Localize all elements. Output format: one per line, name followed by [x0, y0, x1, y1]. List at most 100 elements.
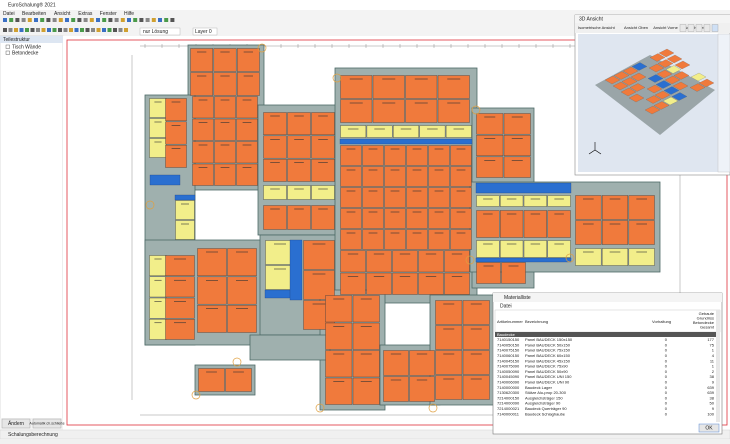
- panel: [165, 319, 195, 340]
- model-panel: [612, 81, 629, 91]
- menu-item[interactable]: Ansicht: [54, 11, 71, 17]
- tool-icon[interactable]: [21, 18, 26, 22]
- menu-item[interactable]: Bearbeiten: [22, 11, 46, 17]
- tree-checkbox[interactable]: [5, 44, 10, 49]
- tree-item[interactable]: Tisch Wände: [12, 44, 41, 50]
- tool-icon[interactable]: [102, 18, 107, 22]
- tool-icon[interactable]: [36, 28, 40, 32]
- panel: [501, 262, 526, 284]
- tool-icon[interactable]: [108, 18, 113, 22]
- tool-icon[interactable]: [8, 28, 13, 32]
- menu-item[interactable]: Datei: [3, 11, 15, 17]
- tree-checkbox[interactable]: [5, 50, 10, 55]
- tool-icon[interactable]: [139, 18, 144, 22]
- panel: [437, 99, 470, 123]
- table-cell: 1: [712, 348, 715, 353]
- tool-icon[interactable]: [52, 28, 57, 32]
- column-header: Grundriss: [697, 316, 714, 321]
- tool-icon[interactable]: [83, 18, 88, 22]
- tool-icon[interactable]: [107, 28, 112, 32]
- tool-icon[interactable]: [65, 18, 69, 22]
- tool-icon[interactable]: [25, 28, 29, 32]
- tool-icon[interactable]: [9, 18, 14, 22]
- tool-icon[interactable]: [80, 28, 84, 32]
- tree-item[interactable]: Betondecke: [12, 50, 39, 56]
- panel: [450, 229, 472, 250]
- tool-icon[interactable]: [30, 28, 35, 32]
- tool-icon[interactable]: [3, 28, 7, 32]
- tool-icon[interactable]: [77, 18, 82, 22]
- tool-icon[interactable]: [46, 18, 51, 22]
- table-cell: 0: [665, 358, 668, 363]
- view3d-icon[interactable]: [695, 24, 703, 32]
- tool-icon[interactable]: [27, 18, 32, 22]
- tool-icon[interactable]: [145, 18, 150, 22]
- tool-icon[interactable]: [127, 18, 131, 22]
- tool-icon[interactable]: [114, 18, 119, 22]
- tool-icon[interactable]: [71, 18, 76, 22]
- table-cell: 0: [665, 342, 668, 347]
- panel: [311, 158, 335, 182]
- tool-icon[interactable]: [3, 18, 7, 22]
- tool-icon[interactable]: [19, 28, 24, 32]
- tool-icon[interactable]: [164, 18, 169, 22]
- tool-icon[interactable]: [124, 28, 128, 32]
- view3d-icon[interactable]: [679, 24, 687, 32]
- tool-icon[interactable]: [58, 18, 63, 22]
- tool-icon[interactable]: [63, 28, 68, 32]
- panel: [372, 99, 405, 123]
- view3d-icon[interactable]: [687, 24, 695, 32]
- table-cell: 7130620300: [497, 390, 520, 395]
- panel: [149, 297, 167, 319]
- tool-icon[interactable]: [14, 28, 18, 32]
- tool-icon[interactable]: [34, 18, 38, 22]
- tool-icon[interactable]: [96, 18, 100, 22]
- menu-item[interactable]: Fenster: [100, 11, 117, 17]
- tool-icon[interactable]: [15, 18, 20, 22]
- view3d-button[interactable]: Ansicht Oben: [624, 25, 648, 30]
- view3d-button[interactable]: Ansicht Vorne: [653, 25, 678, 30]
- tool-icon[interactable]: [91, 28, 95, 32]
- tool-icon[interactable]: [69, 28, 73, 32]
- tool-icon[interactable]: [47, 28, 51, 32]
- tool-icon[interactable]: [74, 28, 79, 32]
- tool-icon[interactable]: [89, 18, 94, 22]
- table-cell: 639: [707, 390, 714, 395]
- tool-icon[interactable]: [151, 18, 156, 22]
- tool-icon[interactable]: [170, 18, 175, 22]
- tool-icon[interactable]: [96, 28, 101, 32]
- panel: [547, 195, 571, 207]
- tool-icon[interactable]: [85, 28, 90, 32]
- edit-button[interactable]: [1, 418, 31, 429]
- panel: [384, 166, 406, 187]
- layer-dropdown[interactable]: [192, 27, 218, 36]
- tool-icon[interactable]: [102, 28, 106, 32]
- view3d-icon[interactable]: [711, 24, 719, 32]
- material-menu-item[interactable]: Datei: [500, 303, 512, 309]
- tool-icon[interactable]: [40, 18, 45, 22]
- tool-icon[interactable]: [158, 18, 162, 22]
- panel: [236, 96, 258, 119]
- view3d-icon[interactable]: [703, 24, 711, 32]
- panel: [418, 250, 444, 273]
- ok-button[interactable]: [698, 423, 720, 433]
- tool-icon[interactable]: [120, 18, 125, 22]
- model-panel: [654, 90, 671, 100]
- tool-icon[interactable]: [58, 28, 62, 32]
- auto-button[interactable]: [32, 418, 62, 429]
- menu-item[interactable]: Hilfe: [124, 11, 134, 17]
- panel: [366, 125, 393, 138]
- panel: [149, 276, 167, 298]
- view3d-toolbar: [575, 23, 730, 33]
- filter-dropdown[interactable]: [139, 27, 181, 36]
- tool-icon[interactable]: [133, 18, 138, 22]
- menu-item[interactable]: Extras: [78, 11, 93, 17]
- tool-icon[interactable]: [113, 28, 117, 32]
- tool-icon[interactable]: [52, 18, 57, 22]
- panel: [406, 208, 428, 229]
- panel: [311, 135, 335, 159]
- tool-icon[interactable]: [41, 28, 46, 32]
- view3d-button[interactable]: Isometrische Ansicht: [578, 25, 616, 30]
- tool-icon[interactable]: [118, 28, 123, 32]
- panel: [213, 48, 237, 72]
